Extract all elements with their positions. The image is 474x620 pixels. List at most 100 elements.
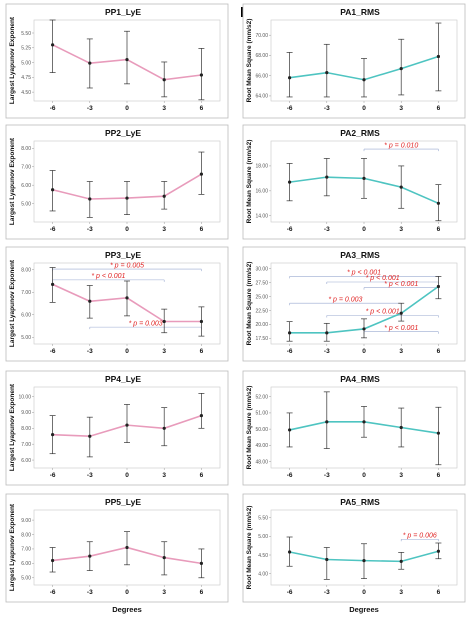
x-tick-label: 0 [125,105,129,112]
panel-frame [242,370,466,486]
data-point [51,282,55,286]
y-tick-label: 51.00 [255,411,268,417]
y-axis-label: Largest Lyapunov Exponent [9,259,16,347]
y-tick-label: 5.25 [21,46,31,52]
significance-label: * p < 0.001 [91,273,125,280]
y-tick-label: 16.00 [255,189,268,195]
x-tick-label: -3 [87,226,93,233]
x-tick-label: 0 [362,472,366,479]
significance-label: * p = 0.006 [403,532,437,539]
chart-pa1-rms: PA1_RMS Root Mean Square (mm/s2) 64.00 66.0… [242,3,466,119]
chart-title: PA2_RMS [340,128,380,138]
x-tick-label: 3 [162,226,166,233]
data-point [436,549,440,553]
y-tick-label: 7.00 [21,290,31,296]
chart-title: PA1_RMS [340,7,380,17]
y-tick-label: 5.00 [21,576,31,582]
y-axis-label: Root Mean Square (mm/s2) [246,140,253,224]
x-tick-label: 6 [437,348,441,355]
data-point [162,426,166,430]
panel-frame [5,493,229,603]
data-point [436,284,440,289]
data-point [88,299,92,303]
y-axis-label: Largest Lyapunov Exponent [9,137,16,225]
data-point [436,431,440,435]
x-tick-label: 0 [362,589,366,596]
y-tick-label: 7.00 [21,165,31,171]
data-point [288,76,292,80]
x-tick-label: 6 [200,472,204,479]
x-tick-label: -6 [50,589,56,596]
data-point [125,296,129,300]
chart-pp1-lye: PP1_LyE Largest Lyapunov Exponent 4.50 4.75… [5,3,229,119]
chart-title: PA5_RMS [340,497,380,507]
x-tick-label: 0 [125,589,129,596]
x-tick-label: 0 [125,226,129,233]
x-axis-label: Degrees [112,605,142,614]
x-tick-label: -3 [324,226,330,233]
x-tick-label: 6 [437,472,441,479]
significance-label: * p = 0.010 [384,142,418,149]
data-point [162,555,166,560]
x-tick-label: 3 [399,589,403,596]
x-tick-label: 6 [437,226,441,233]
y-tick-label: 7.00 [21,442,31,448]
x-tick-label: -3 [87,348,93,355]
data-point [288,428,292,432]
y-tick-label: 4.50 [21,90,31,96]
data-point [199,172,203,176]
y-axis-label: Largest Lyapunov Exponent [9,383,16,471]
x-tick-label: 6 [437,105,441,112]
y-tick-label: 50.00 [255,427,268,433]
x-tick-label: -6 [287,105,293,112]
data-point [436,54,440,59]
x-tick-label: 3 [162,105,166,112]
y-tick-label: 4.50 [258,553,268,559]
chart-title: PP5_LyE [105,497,141,507]
y-tick-label: 4.75 [21,75,31,81]
x-tick-label: 3 [162,348,166,355]
data-point [162,319,166,324]
data-point [88,61,92,65]
panel-frame [242,246,466,362]
y-tick-label: 6.00 [21,458,31,464]
significance-label: * p = 0.005 [110,262,144,269]
x-tick-label: -6 [287,589,293,596]
x-tick-label: -3 [87,472,93,479]
x-tick-label: -3 [87,589,93,596]
data-point [325,175,329,179]
chart-pp1-lye-row2: PP2_LyE Largest Lyapunov Exponent 5.00 6.00… [5,124,229,240]
chart-title: PP3_LyE [105,250,141,260]
data-point [199,319,203,324]
panel-frame [242,3,466,119]
x-tick-label: 0 [362,105,366,112]
data-point [288,331,292,335]
y-tick-label: 8.00 [21,532,31,538]
y-tick-label: 48.00 [255,459,268,465]
data-point [399,425,403,430]
x-axis-label: Degrees [349,605,379,614]
chart-pa4-rms: PA4_RMS Root Mean Square (mm/s2) 48.00 49.0… [242,370,466,486]
x-tick-label: -6 [50,105,56,112]
y-tick-label: 6.00 [21,313,31,319]
x-tick-label: 3 [162,472,166,479]
y-tick-label: 5.00 [21,60,31,66]
panel-frame [242,124,466,240]
chart-title: PP1_LyE [105,7,141,17]
chart-pp5-lye: PP5_LyE Largest Lyapunov Exponent 5.00 6.00… [5,493,229,614]
y-tick-label: 5.00 [21,335,31,341]
y-axis-label: Largest Lyapunov Exponent [9,16,16,104]
y-tick-label: 49.00 [255,443,268,449]
y-axis-label: Root Mean Square (mm/s2) [246,262,253,346]
data-point [199,73,203,77]
data-point [199,561,203,565]
y-tick-label: 6.00 [21,561,31,567]
chart-title: PP4_LyE [105,374,141,384]
y-tick-label: 14.00 [255,214,268,220]
chart-title: PA3_RMS [340,250,380,260]
data-point [399,185,403,189]
data-point [199,413,203,418]
y-tick-label: 4.00 [258,572,268,578]
x-tick-label: -6 [287,472,293,479]
